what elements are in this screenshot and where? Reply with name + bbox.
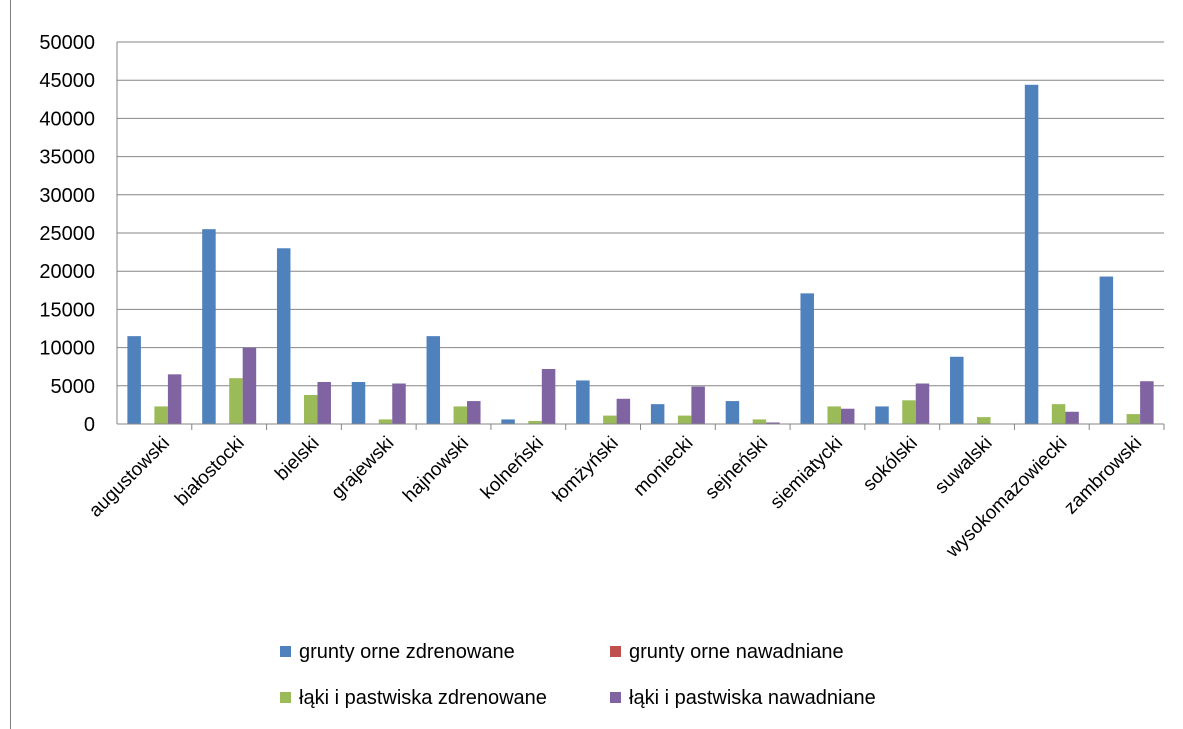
bar-3 bbox=[977, 417, 991, 424]
legend-label: łąki i pastwiska zdrenowane bbox=[299, 687, 547, 709]
bar-1 bbox=[1099, 276, 1114, 424]
x-category-label: białostocki bbox=[171, 433, 249, 511]
x-category-label: hajnowski bbox=[399, 433, 473, 507]
bar-3 bbox=[902, 400, 916, 424]
bar-1 bbox=[576, 380, 590, 424]
bar-4 bbox=[840, 408, 855, 424]
bar-1 bbox=[501, 419, 515, 424]
bar-1 bbox=[426, 336, 441, 424]
bar-3 bbox=[154, 406, 168, 424]
y-tick-label: 45000 bbox=[39, 70, 95, 92]
bars bbox=[127, 84, 1154, 424]
legend-swatch bbox=[610, 646, 621, 657]
bar-4 bbox=[541, 368, 556, 424]
y-tick-label: 30000 bbox=[39, 185, 95, 207]
legend-label: grunty orne zdrenowane bbox=[299, 641, 515, 663]
y-tick-label: 40000 bbox=[39, 108, 95, 130]
legend-label: grunty orne nawadniane bbox=[629, 641, 844, 663]
x-category-label: grajewski bbox=[327, 433, 398, 504]
x-category-label: moniecki bbox=[630, 433, 698, 501]
bar-1 bbox=[351, 381, 366, 424]
legend-label: łąki i pastwiska nawadniane bbox=[629, 687, 876, 709]
y-tick-label: 5000 bbox=[51, 376, 96, 398]
bar-4 bbox=[691, 386, 705, 424]
y-tick-label: 10000 bbox=[39, 338, 95, 360]
y-tick-label: 20000 bbox=[39, 261, 95, 283]
x-category-label: zambrowski bbox=[1060, 433, 1146, 519]
x-category-label: sejneński bbox=[701, 433, 772, 504]
x-category-label: kolneński bbox=[477, 433, 548, 504]
bar-4 bbox=[616, 398, 631, 424]
bar-3 bbox=[1051, 404, 1066, 424]
bar-4 bbox=[167, 374, 182, 424]
x-category-label: łomżyński bbox=[549, 433, 623, 507]
bar-3 bbox=[1126, 414, 1141, 424]
bar-4 bbox=[392, 383, 406, 424]
y-tick-label: 50000 bbox=[39, 32, 95, 54]
bar-3 bbox=[453, 406, 468, 424]
x-category-label: siemiatycki bbox=[766, 433, 847, 514]
x-category-label: bielski bbox=[271, 433, 323, 485]
axes bbox=[116, 42, 1165, 430]
bar-4 bbox=[1140, 381, 1154, 424]
bar-3 bbox=[528, 420, 542, 424]
bar-1 bbox=[202, 229, 216, 424]
x-category-label: suwalski bbox=[931, 433, 997, 499]
bar-4 bbox=[317, 381, 331, 424]
bar-1 bbox=[875, 406, 889, 424]
legend-swatch bbox=[280, 646, 291, 657]
bar-1 bbox=[800, 293, 814, 424]
bar-3 bbox=[752, 419, 767, 424]
bar-1 bbox=[950, 356, 964, 424]
bar-3 bbox=[677, 415, 692, 424]
bar-3 bbox=[229, 378, 243, 424]
legend-swatch bbox=[280, 692, 291, 703]
y-axis-ticks: 0 5000 10000 15000 20000 25000 30000 35000 40000… bbox=[39, 32, 95, 436]
bar-3 bbox=[827, 406, 841, 424]
y-tick-label: 0 bbox=[84, 414, 95, 436]
gridlines bbox=[117, 41, 1164, 387]
y-tick-label: 15000 bbox=[39, 299, 95, 321]
bar-1 bbox=[650, 404, 665, 424]
legend: grunty orne zdrenowane grunty orne nawadn… bbox=[280, 641, 876, 709]
bar-4 bbox=[766, 422, 780, 424]
bar-1 bbox=[725, 401, 740, 424]
bar-3 bbox=[603, 415, 617, 424]
y-tick-label: 25000 bbox=[39, 223, 95, 245]
bar-4 bbox=[242, 347, 257, 424]
x-category-label: augustowski bbox=[85, 433, 174, 522]
bar-4 bbox=[467, 401, 481, 424]
bar-3 bbox=[378, 419, 393, 424]
y-tick-label: 35000 bbox=[39, 147, 95, 169]
bar-1 bbox=[127, 336, 141, 424]
x-category-label: sokólski bbox=[859, 433, 922, 496]
bar-1 bbox=[1024, 84, 1039, 424]
chart-frame-border bbox=[10, 0, 11, 729]
legend-swatch bbox=[610, 692, 621, 703]
bar-3 bbox=[303, 394, 318, 424]
bar-4 bbox=[1065, 411, 1079, 424]
bar-4 bbox=[915, 383, 930, 424]
bar-1 bbox=[276, 248, 291, 424]
